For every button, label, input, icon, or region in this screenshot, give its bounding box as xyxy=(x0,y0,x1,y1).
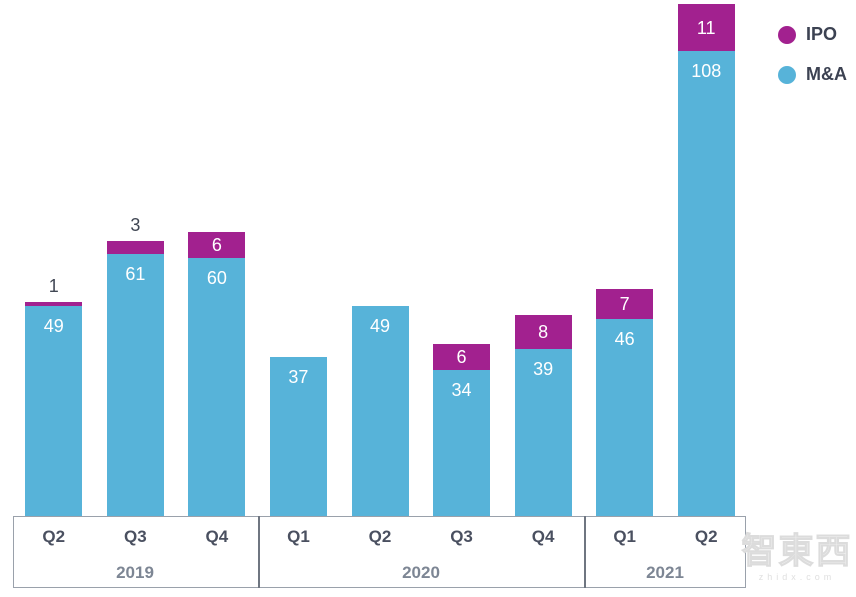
ipo-value-label: 6 xyxy=(211,235,222,255)
bar-q3-1: 3 61 xyxy=(106,215,164,517)
mna-value-label: 37 xyxy=(288,367,309,387)
mna-value-label: 49 xyxy=(369,316,391,336)
legend-label: M&A xyxy=(806,64,847,84)
quarter-label: Q3 xyxy=(450,527,473,546)
quarter-label: Q2 xyxy=(368,527,392,546)
mna-segment: 49 xyxy=(351,306,409,517)
mna-value-label: 108 xyxy=(691,61,722,81)
watermark-logo-text: 智東西 xyxy=(741,532,853,571)
mna-value-label: 34 xyxy=(451,380,472,400)
mna-segment: 49 xyxy=(25,306,83,517)
mna-segment: 39 xyxy=(514,349,572,517)
watermark: 智東西 zhidx.com xyxy=(737,532,856,582)
legend: IPO M&A xyxy=(778,24,847,85)
bar-q2-4: 49 xyxy=(351,306,409,517)
quarter-label: Q4 xyxy=(205,527,229,546)
mna-value-label: 39 xyxy=(533,359,554,379)
mna-value-label: 46 xyxy=(614,329,635,349)
bar-q4-2: 6 60 xyxy=(188,232,246,517)
mna-segment: 37 xyxy=(269,357,327,517)
ipo-value-label: 1 xyxy=(48,276,59,296)
quarter-label: Q1 xyxy=(287,527,310,546)
quarter-label: Q1 xyxy=(613,527,636,546)
year-label-2020: 2020 xyxy=(402,563,440,582)
ipo-value-label: 3 xyxy=(130,215,141,235)
ipo-segment: 6 xyxy=(188,232,246,258)
mna-segment: 108 xyxy=(677,51,735,517)
bar-q1-7: 7 46 xyxy=(596,289,654,517)
legend-item-ipo: IPO xyxy=(778,24,847,45)
mna-segment: 34 xyxy=(433,370,491,517)
legend-label: IPO xyxy=(806,24,838,44)
watermark-url-text: zhidx.com xyxy=(758,572,836,582)
ipo-value-label: 11 xyxy=(696,18,716,38)
year-label-2021: 2021 xyxy=(646,563,684,582)
mna-value-label: 60 xyxy=(206,268,227,288)
legend-dot-icon xyxy=(778,65,796,84)
bar-q2-0: 1 49 xyxy=(25,276,83,517)
ipo-value-label: 6 xyxy=(456,347,467,367)
quarter-label: Q2 xyxy=(42,527,66,546)
year-divider xyxy=(258,516,260,588)
bar-q2-8: 11 108 xyxy=(677,4,735,517)
year-divider xyxy=(584,516,586,588)
bar-q3-5: 6 34 xyxy=(433,344,491,517)
ipo-segment: 7 xyxy=(596,289,654,319)
ipo-value-label: 8 xyxy=(538,322,549,342)
year-label-2019: 2019 xyxy=(116,563,154,582)
quarter-label: Q4 xyxy=(531,527,555,546)
quarter-label: Q2 xyxy=(694,527,718,546)
bar-q4-6: 8 39 xyxy=(514,315,572,517)
legend-item-ma: M&A xyxy=(778,64,847,85)
quarter-label: Q3 xyxy=(123,527,147,546)
mna-segment: 46 xyxy=(596,319,654,517)
ipo-segment: 6 xyxy=(433,344,491,370)
bar-q1-3: 37 xyxy=(269,357,327,517)
x-axis-box xyxy=(13,516,746,588)
mna-segment: 61 xyxy=(106,254,164,517)
ipo-value-label: 7 xyxy=(619,294,630,314)
legend-dot-icon xyxy=(778,25,796,44)
ipo-segment xyxy=(106,241,164,254)
ipo-segment: 11 xyxy=(677,4,735,51)
ipo-segment xyxy=(25,302,83,306)
mna-value-label: 49 xyxy=(43,316,64,336)
mna-segment: 60 xyxy=(188,258,246,517)
ipo-segment: 8 xyxy=(514,315,572,349)
mna-value-label: 61 xyxy=(125,264,146,284)
